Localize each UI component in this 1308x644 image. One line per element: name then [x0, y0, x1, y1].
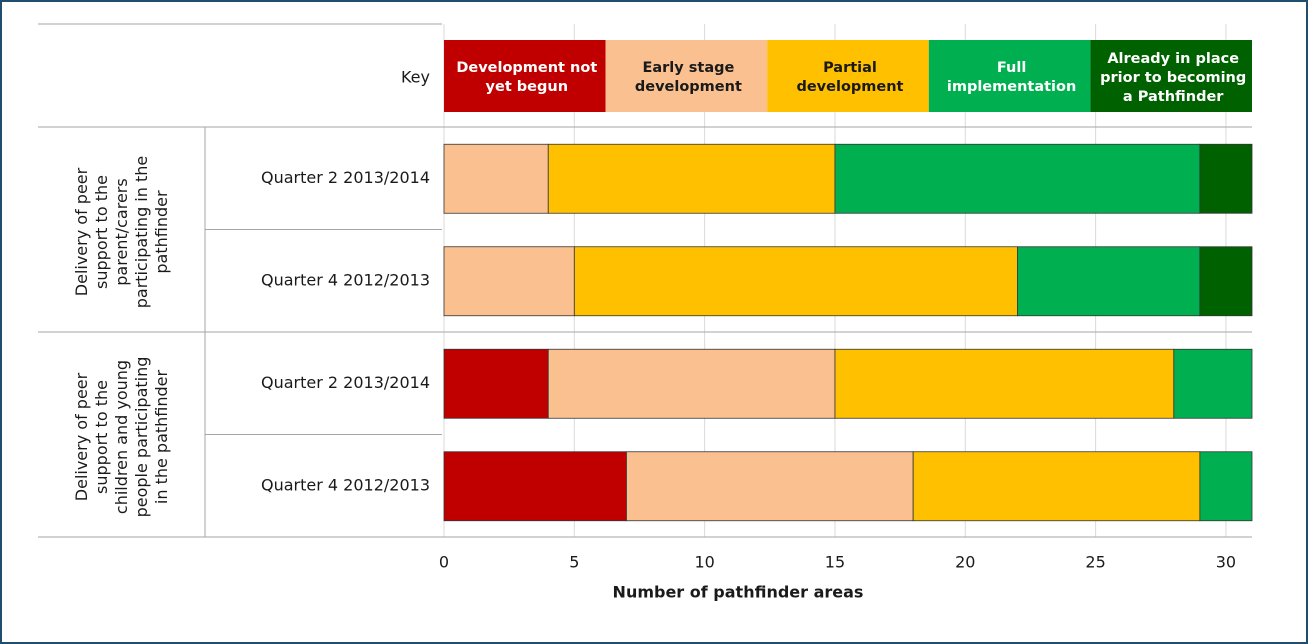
group-label-line: participating in the: [132, 155, 151, 308]
legend-entry: Development not yet begun: [456, 60, 598, 95]
group-label-line: support to the: [92, 174, 111, 289]
bar-segment: [1017, 246, 1201, 317]
bar-segment: [443, 246, 575, 317]
bar-segment: [834, 348, 1175, 419]
bar-segment: [626, 451, 914, 522]
legend-entry: Early stage development: [634, 60, 742, 95]
bar-segment: [834, 143, 1201, 214]
group-label: Delivery of peer support to the parent/car…: [42, 137, 202, 327]
group-label-line: children and young: [112, 359, 131, 514]
key-swatch: [444, 40, 606, 112]
group-label: Delivery of peer support to the children a…: [42, 342, 202, 532]
group-label-line: Delivery of peer: [72, 167, 91, 296]
bar-segment: [573, 246, 1018, 317]
y-tick-label: Quarter 2 2013/2014: [261, 168, 430, 187]
bar-segment: [1199, 143, 1253, 214]
y-tick-label: Quarter 4 2012/2013: [261, 475, 430, 494]
x-tick-label: 25: [1085, 553, 1105, 572]
y-tick-label: Quarter 2 2013/2014: [261, 373, 430, 392]
x-tick-label: 30: [1216, 553, 1236, 572]
bar-segment: [443, 451, 627, 522]
bar-segment: [1199, 246, 1253, 317]
key-label: Key: [401, 68, 430, 87]
key-swatch: [767, 40, 929, 112]
legend-entry: Full implementation: [946, 60, 1077, 95]
x-axis-title: Number of pathfinder areas: [613, 583, 864, 602]
legend-entry: Partial development: [796, 60, 904, 95]
x-tick-label: 5: [569, 553, 579, 572]
group-label-line: people participating: [132, 356, 151, 517]
x-tick-label: 15: [825, 553, 845, 572]
x-tick-label: 20: [955, 553, 975, 572]
key-swatch: [605, 40, 768, 112]
group-label-line: support to the: [92, 379, 111, 494]
bar-segment: [443, 143, 549, 214]
bar-segment: [443, 348, 549, 419]
key-swatch: [928, 40, 1091, 112]
x-tick-label: 0: [439, 553, 449, 572]
x-tick-label: 10: [694, 553, 714, 572]
bar-segment: [547, 143, 836, 214]
bar-segment: [1199, 451, 1253, 522]
group-label-line: Delivery of peer: [72, 372, 91, 501]
bar-segment: [547, 348, 836, 419]
group-label-line: pathfinder: [152, 189, 171, 274]
y-tick-label: Quarter 4 2012/2013: [261, 270, 430, 289]
key-swatch: [1090, 40, 1252, 112]
legend-entry: Already in place prior to becoming a Pat…: [1100, 50, 1247, 105]
bar-segment: [912, 451, 1201, 522]
bar-segment: [1173, 348, 1253, 419]
group-label-line: in the pathfinder: [152, 369, 171, 504]
group-label-line: parent/carers: [112, 177, 131, 286]
